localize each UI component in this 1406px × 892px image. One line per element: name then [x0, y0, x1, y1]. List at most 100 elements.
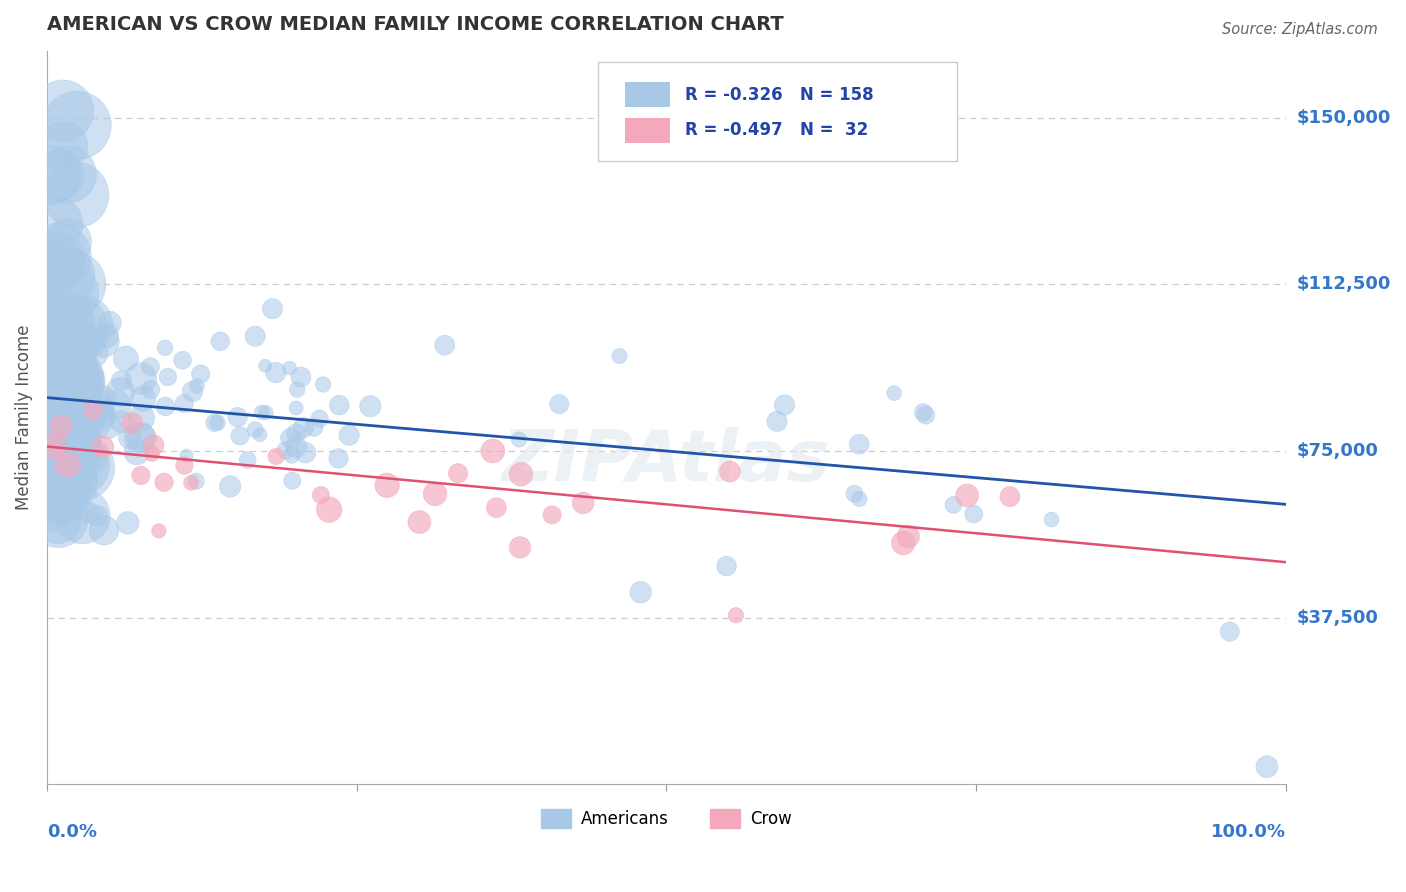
Point: [572, 496, 595, 510]
Point: [91, 409, 114, 424]
Text: $150,000: $150,000: [1296, 109, 1391, 127]
Point: [262, 301, 284, 316]
Point: [48, 359, 70, 374]
Point: [125, 445, 148, 459]
Point: [115, 351, 138, 366]
Point: [48, 482, 70, 496]
Point: [55, 349, 77, 363]
Point: [254, 359, 277, 373]
Point: [110, 384, 132, 399]
Point: [46, 510, 69, 524]
Point: [55, 352, 77, 367]
Point: [51, 333, 73, 347]
Point: [766, 414, 789, 428]
Point: [117, 516, 139, 530]
Point: [294, 445, 316, 459]
Point: [51, 331, 73, 345]
Point: [121, 416, 143, 430]
Point: [67, 334, 90, 348]
Point: [716, 559, 738, 574]
Point: [510, 467, 533, 482]
Point: [44, 320, 66, 334]
Point: [65, 320, 87, 334]
Point: [55, 442, 77, 457]
Point: [38, 420, 60, 434]
Point: [69, 458, 91, 473]
Point: [243, 423, 266, 437]
Point: [37, 349, 59, 363]
Point: [609, 349, 631, 363]
Text: Source: ZipAtlas.com: Source: ZipAtlas.com: [1222, 22, 1378, 37]
Point: [97, 418, 120, 433]
Point: [541, 508, 564, 522]
Point: [328, 398, 350, 412]
Point: [264, 366, 287, 380]
Point: [56, 383, 79, 397]
Point: [42, 439, 65, 453]
Point: [53, 401, 76, 415]
Text: ZIPAtlas: ZIPAtlas: [502, 427, 831, 496]
Point: [328, 451, 350, 466]
Point: [55, 362, 77, 376]
Point: [359, 399, 381, 413]
Point: [72, 509, 94, 524]
Point: [55, 458, 77, 473]
Point: [65, 188, 87, 202]
Point: [274, 443, 297, 458]
Point: [63, 409, 86, 423]
Point: [44, 217, 66, 231]
Point: [172, 353, 194, 368]
Point: [49, 368, 72, 382]
Point: [229, 429, 252, 443]
Text: AMERICAN VS CROW MEDIAN FAMILY INCOME CORRELATION CHART: AMERICAN VS CROW MEDIAN FAMILY INCOME CO…: [46, 15, 783, 34]
Point: [375, 478, 398, 492]
Point: [153, 475, 176, 490]
Point: [129, 371, 152, 385]
Point: [155, 400, 177, 414]
Point: [38, 413, 60, 427]
Point: [59, 375, 82, 389]
Text: $75,000: $75,000: [1296, 442, 1378, 460]
Point: [52, 450, 75, 465]
Text: R = -0.497   N =  32: R = -0.497 N = 32: [685, 121, 868, 139]
Point: [897, 529, 920, 543]
Point: [51, 386, 73, 401]
Point: [254, 406, 277, 420]
Point: [51, 489, 73, 503]
FancyBboxPatch shape: [626, 82, 669, 107]
Point: [38, 395, 60, 409]
Point: [55, 361, 77, 376]
Point: [55, 401, 77, 415]
Point: [41, 496, 63, 510]
Point: [58, 431, 80, 445]
Point: [148, 524, 170, 538]
Point: [58, 379, 80, 393]
Point: [59, 358, 82, 372]
Point: [77, 334, 100, 349]
Point: [46, 513, 69, 527]
Point: [848, 491, 870, 506]
Point: [56, 168, 79, 182]
Text: $37,500: $37,500: [1296, 608, 1378, 627]
Point: [186, 475, 208, 489]
Point: [52, 442, 75, 457]
Point: [249, 427, 271, 442]
Y-axis label: Median Family Income: Median Family Income: [15, 325, 32, 510]
Point: [1256, 759, 1278, 773]
Point: [848, 437, 870, 451]
Point: [423, 487, 446, 501]
Point: [49, 311, 72, 326]
Point: [281, 448, 304, 462]
Point: [62, 277, 84, 292]
Point: [56, 320, 79, 334]
Point: [82, 402, 104, 417]
Point: [132, 392, 155, 406]
Point: [1040, 512, 1063, 526]
Point: [37, 460, 59, 475]
Point: [58, 480, 80, 494]
Point: [129, 468, 152, 483]
Point: [912, 405, 935, 419]
Point: [94, 328, 117, 343]
Point: [42, 397, 65, 411]
Point: [292, 420, 315, 434]
